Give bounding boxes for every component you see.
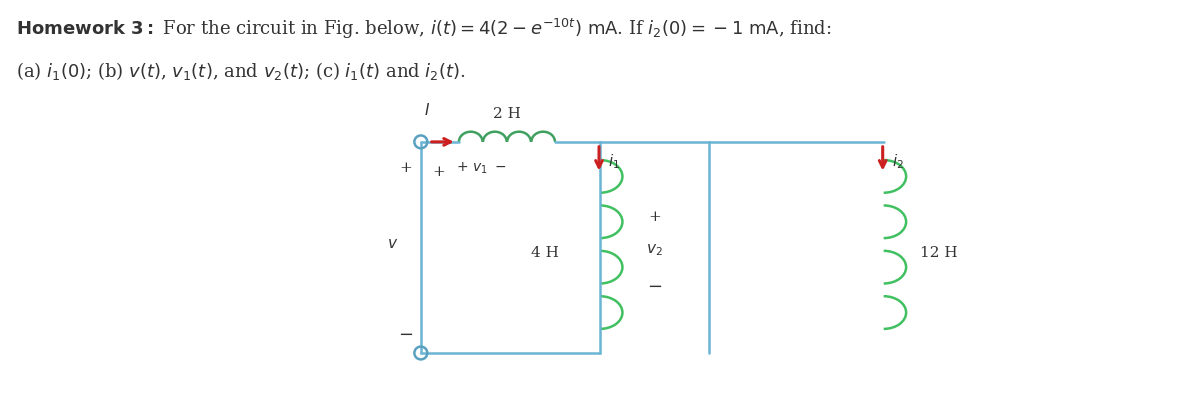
Text: (a) $i_1(0)$; (b) $v(t)$, $v_1(t)$, and $v_2(t)$; (c) $i_1(t)$ and $i_2(t)$.: (a) $i_1(0)$; (b) $v(t)$, $v_1(t)$, and … bbox=[16, 60, 466, 82]
Text: +: + bbox=[648, 209, 661, 223]
Text: 2 H: 2 H bbox=[493, 107, 521, 121]
Text: $i_1$: $i_1$ bbox=[608, 152, 620, 171]
Text: $I$: $I$ bbox=[424, 102, 430, 118]
Text: −: − bbox=[647, 278, 662, 295]
Text: −: − bbox=[398, 325, 414, 344]
Text: $+\ v_1\ -$: $+\ v_1\ -$ bbox=[456, 160, 506, 176]
Text: +: + bbox=[433, 164, 445, 178]
Text: 4 H: 4 H bbox=[532, 246, 559, 260]
Text: $v_2$: $v_2$ bbox=[647, 242, 664, 258]
Text: +: + bbox=[400, 160, 413, 174]
Text: $\mathbf{Homework\ 3:}$ For the circuit in Fig. below, $i(t) = 4(2 - e^{-10t})\ : $\mathbf{Homework\ 3:}$ For the circuit … bbox=[16, 17, 832, 40]
Text: $v$: $v$ bbox=[388, 236, 398, 250]
Text: $i_2$: $i_2$ bbox=[892, 152, 904, 171]
Text: 12 H: 12 H bbox=[919, 246, 958, 260]
